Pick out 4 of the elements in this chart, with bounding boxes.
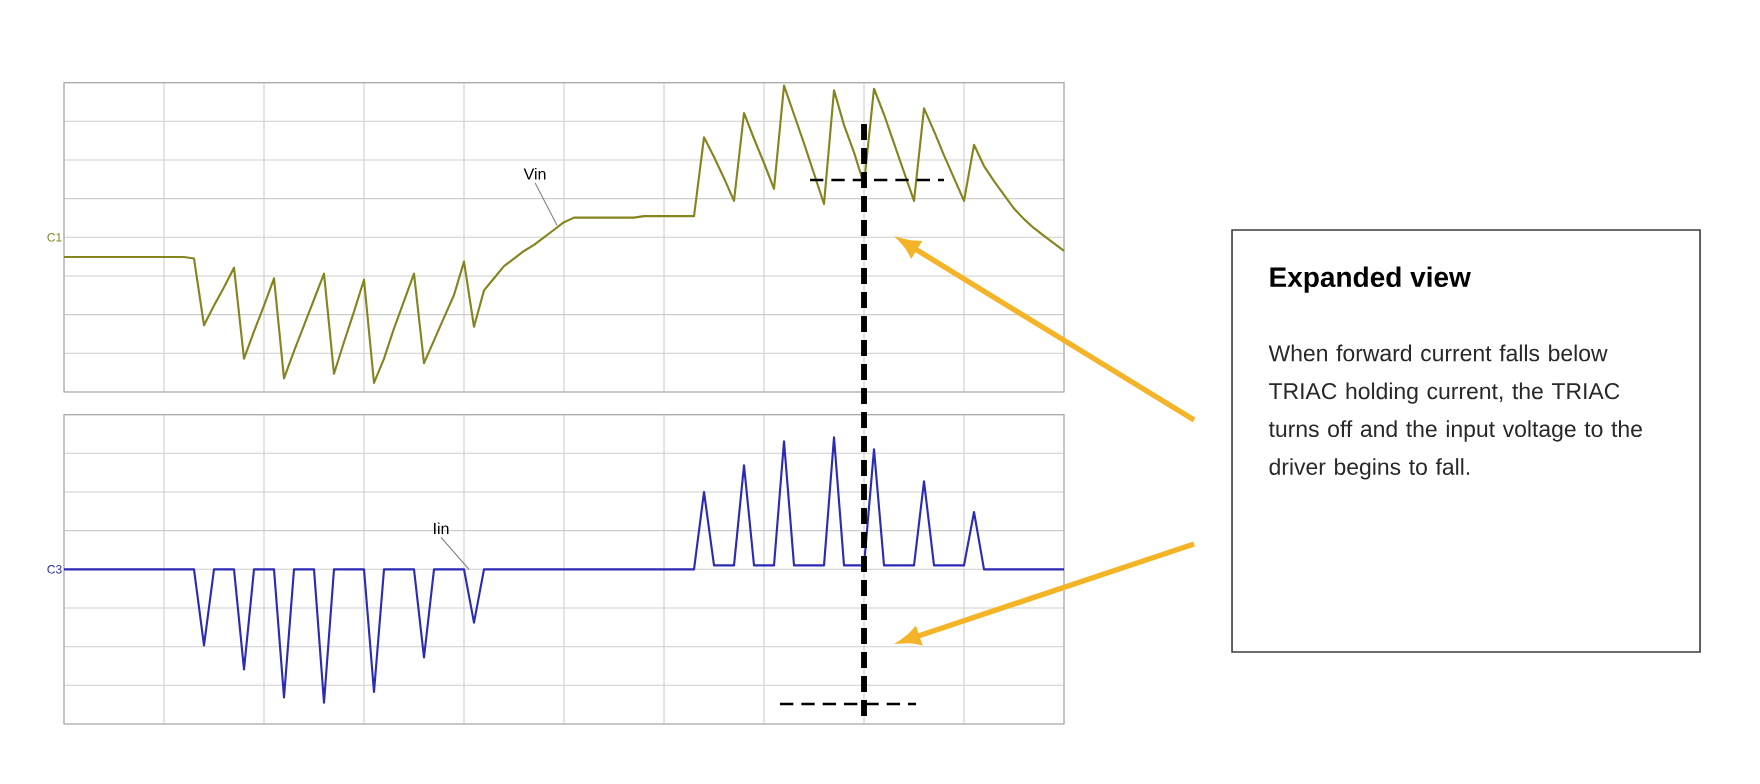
text: When forward current falls below TRIAC holding current, the TRIAC turns off and the input voltage to the driver begins to fall. xyxy=(1268,344,1642,480)
text: Iin xyxy=(434,522,449,535)
text: Expanded view xyxy=(1270,266,1471,293)
text: Vin xyxy=(523,167,546,180)
